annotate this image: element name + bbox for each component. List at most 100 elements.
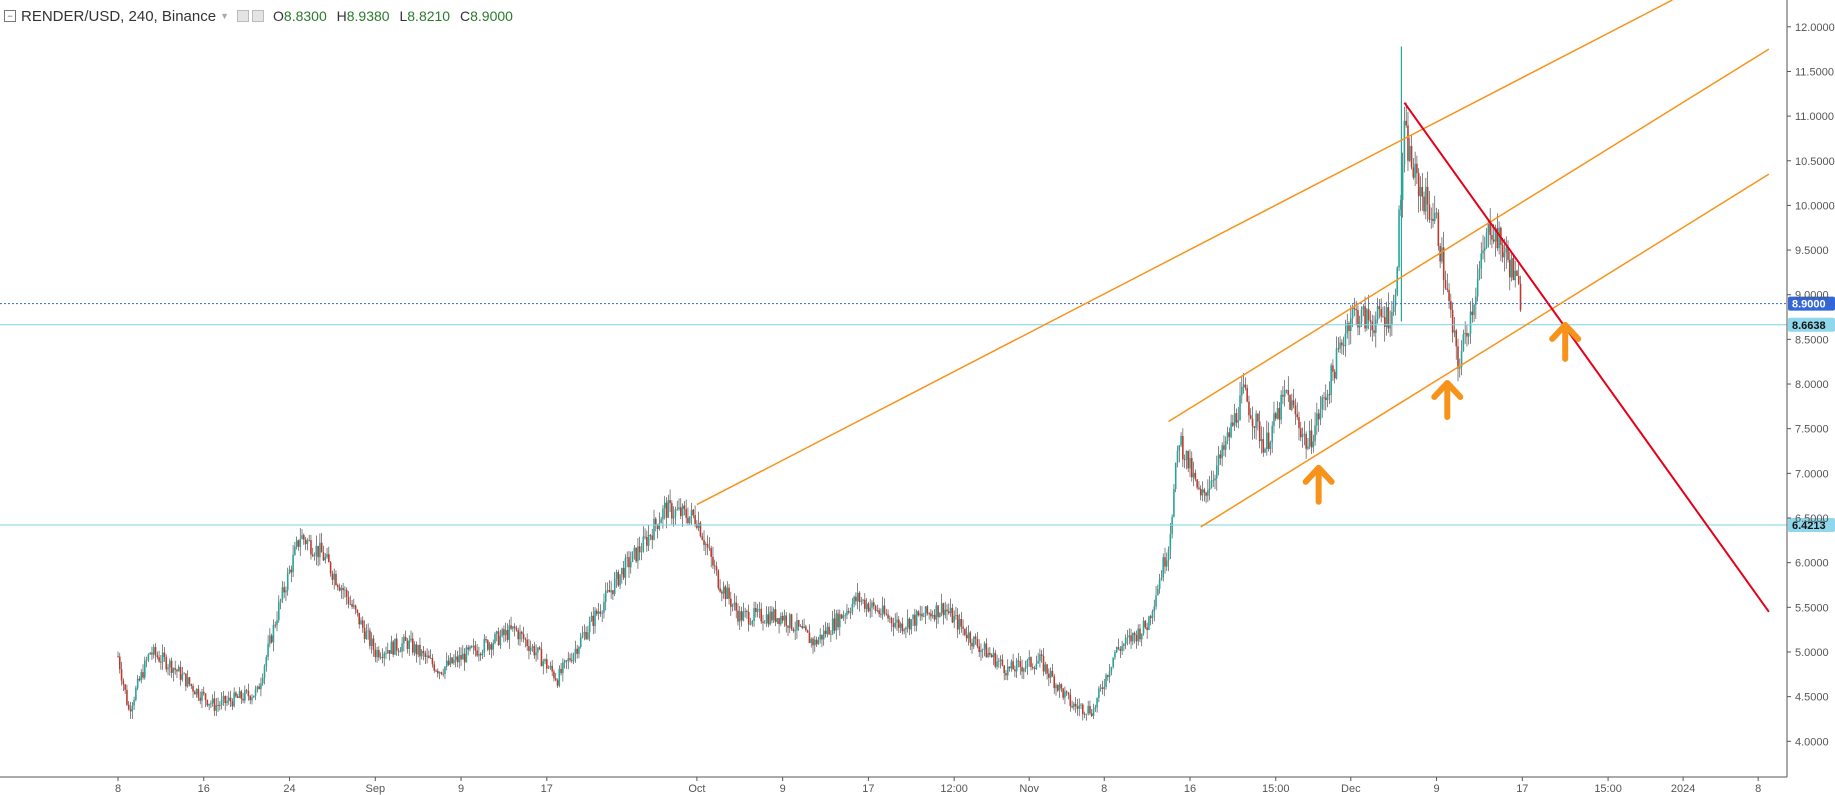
- candle: [1467, 332, 1470, 345]
- candle: [1519, 275, 1522, 312]
- candle: [855, 592, 857, 606]
- candle: [958, 613, 961, 635]
- descending-trendline[interactable]: [1403, 102, 1770, 613]
- candle: [626, 551, 628, 568]
- candle: [792, 627, 795, 633]
- candle: [1451, 302, 1454, 343]
- candle: [1241, 375, 1243, 404]
- candle: [1276, 401, 1279, 420]
- candle: [892, 617, 895, 637]
- candle: [1103, 678, 1106, 697]
- candle: [1466, 324, 1468, 347]
- candle: [556, 678, 559, 689]
- up-arrow-icon[interactable]: [1549, 321, 1582, 362]
- candle: [874, 604, 877, 614]
- candle: [806, 629, 809, 633]
- candle: [449, 653, 452, 667]
- candle: [1094, 704, 1097, 712]
- candle: [1019, 656, 1022, 676]
- candle: [833, 609, 836, 634]
- candle: [501, 627, 503, 638]
- time-axis[interactable]: 8 16 24 Sep 9 17 Oct 9 17 12:00 Nov 8 16 15:00 Dec 9 17 1…: [0, 776, 1787, 795]
- candle: [392, 640, 394, 658]
- candle: [1264, 447, 1266, 454]
- y-tick-label: 8.0000: [1795, 379, 1829, 391]
- candle: [871, 600, 873, 618]
- channel-line-middle[interactable]: [1168, 48, 1770, 423]
- candle: [976, 631, 979, 649]
- candle: [1516, 269, 1518, 277]
- channel-line-lower[interactable]: [1200, 173, 1770, 528]
- candle: [226, 695, 228, 707]
- candle: [281, 581, 284, 604]
- channel-line-upper[interactable]: [696, 0, 1673, 506]
- candle: [649, 533, 652, 541]
- candle: [122, 678, 125, 691]
- candle: [999, 655, 1002, 669]
- candle: [1190, 451, 1193, 482]
- candle: [994, 649, 997, 669]
- candle: [903, 627, 905, 635]
- candle: [771, 606, 773, 624]
- candle: [1126, 629, 1129, 646]
- symbol-label[interactable]: RENDER/USD, 240, Binance: [21, 7, 217, 25]
- candle: [197, 685, 200, 702]
- candle: [279, 598, 282, 610]
- candle: [1476, 264, 1479, 302]
- candle: [899, 621, 902, 633]
- candle: [1317, 409, 1320, 432]
- candle: [495, 630, 498, 642]
- candle: [781, 611, 784, 624]
- candle: [567, 651, 570, 670]
- candle: [469, 645, 471, 652]
- candle: [551, 660, 553, 676]
- candle: [1067, 692, 1070, 700]
- chevron-down-icon[interactable]: ▼: [220, 11, 230, 21]
- candle: [161, 644, 164, 670]
- candle: [776, 618, 779, 624]
- visibility-icon[interactable]: [252, 10, 265, 22]
- drawings: [696, 0, 1770, 613]
- candle: [299, 528, 302, 556]
- candle: [1441, 237, 1443, 264]
- candle: [533, 641, 536, 659]
- candle: [1083, 711, 1086, 719]
- up-arrow-icon[interactable]: [1302, 464, 1335, 505]
- candle: [751, 619, 754, 627]
- candle: [815, 636, 818, 648]
- candle: [328, 546, 330, 563]
- plot-area[interactable]: [117, 46, 1522, 721]
- candle: [127, 701, 130, 711]
- y-tick-label: 5.0000: [1795, 647, 1829, 659]
- candle: [1503, 238, 1506, 272]
- candle: [819, 628, 821, 644]
- candle: [1087, 700, 1089, 716]
- candle: [1196, 479, 1198, 490]
- candle: [1387, 292, 1390, 333]
- price-axis[interactable]: 4.0000 4.5000 5.0000 5.5000 6.0000 6.5000 7.00…: [1786, 0, 1835, 777]
- candle: [724, 584, 727, 607]
- candle: [708, 537, 711, 551]
- collapse-icon[interactable]: −: [4, 10, 16, 22]
- price-level-badge: [1788, 317, 1835, 332]
- candle: [663, 496, 666, 520]
- candle: [604, 582, 607, 611]
- candle: [465, 645, 468, 663]
- price-level-badge: [1788, 518, 1835, 533]
- candle: [654, 516, 657, 532]
- candle: [544, 658, 546, 665]
- candle: [335, 570, 337, 586]
- candle: [1107, 674, 1109, 681]
- candle: [1408, 137, 1411, 163]
- candle: [867, 601, 870, 613]
- candle: [415, 641, 418, 663]
- candle: [485, 635, 487, 643]
- up-arrow-icon[interactable]: [1431, 379, 1464, 420]
- settings-icon[interactable]: [237, 10, 250, 22]
- candle: [1224, 436, 1227, 458]
- candle: [1005, 669, 1007, 680]
- candle: [133, 696, 135, 711]
- candle: [1312, 434, 1315, 453]
- candle: [344, 586, 346, 598]
